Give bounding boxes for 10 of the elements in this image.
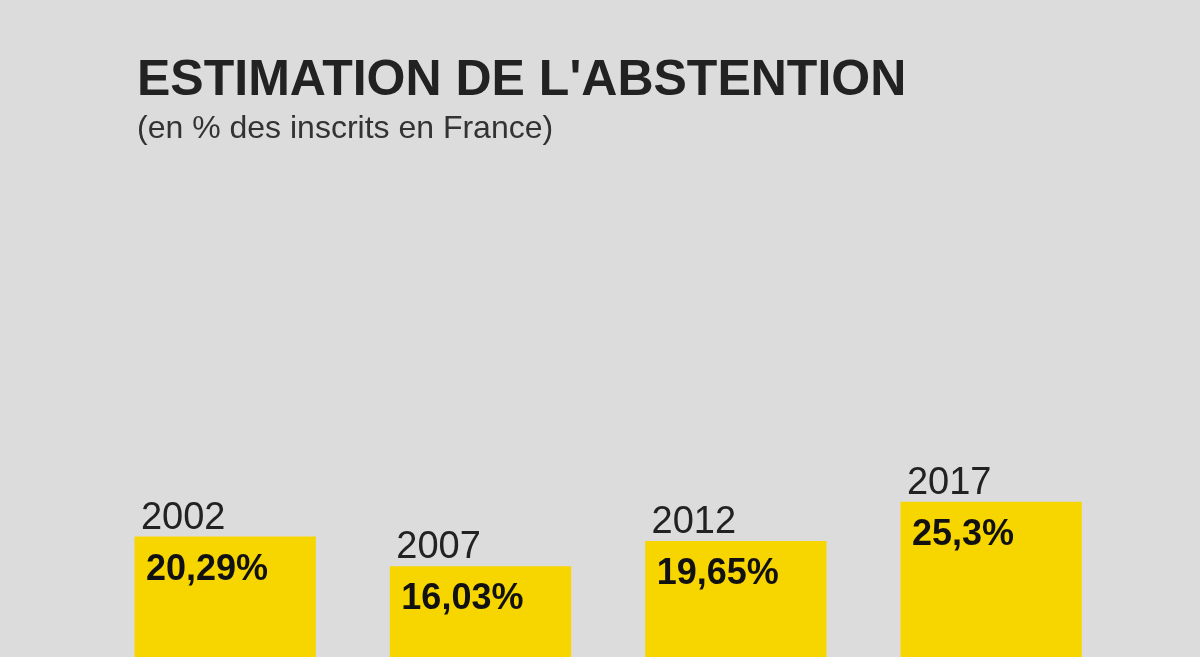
x-tick-label: 2007 — [396, 524, 481, 567]
chart-title: ESTIMATION DE L'ABSTENTION — [137, 50, 907, 106]
data-label: 19,65% — [656, 551, 779, 593]
data-label: 25,3% — [911, 511, 1015, 553]
x-tick-label: 2012 — [651, 499, 737, 542]
x-tick-label: 2002 — [140, 494, 226, 537]
chart-subtitle: (en % des inscrits en France) — [137, 108, 554, 147]
data-label: 16,03% — [401, 576, 524, 618]
x-tick-label: 2017 — [906, 459, 992, 502]
data-label: 20,29% — [146, 546, 269, 588]
